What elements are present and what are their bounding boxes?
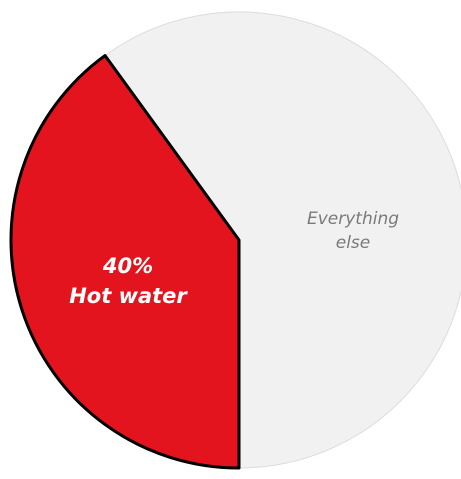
pie-slice-hot-water bbox=[9, 54, 241, 470]
slice-name-label-everything-else-line2: else bbox=[336, 233, 371, 253]
slice-value-label-hot-water: 40% bbox=[102, 254, 153, 278]
slice-name-label-everything-else-line1: Everything bbox=[307, 209, 399, 229]
pie-slice-everything-else bbox=[104, 11, 461, 469]
labels-layer: 40% Hot water Everything else bbox=[69, 209, 399, 308]
slices-layer bbox=[9, 11, 461, 470]
slice-name-label-hot-water: Hot water bbox=[69, 284, 188, 308]
